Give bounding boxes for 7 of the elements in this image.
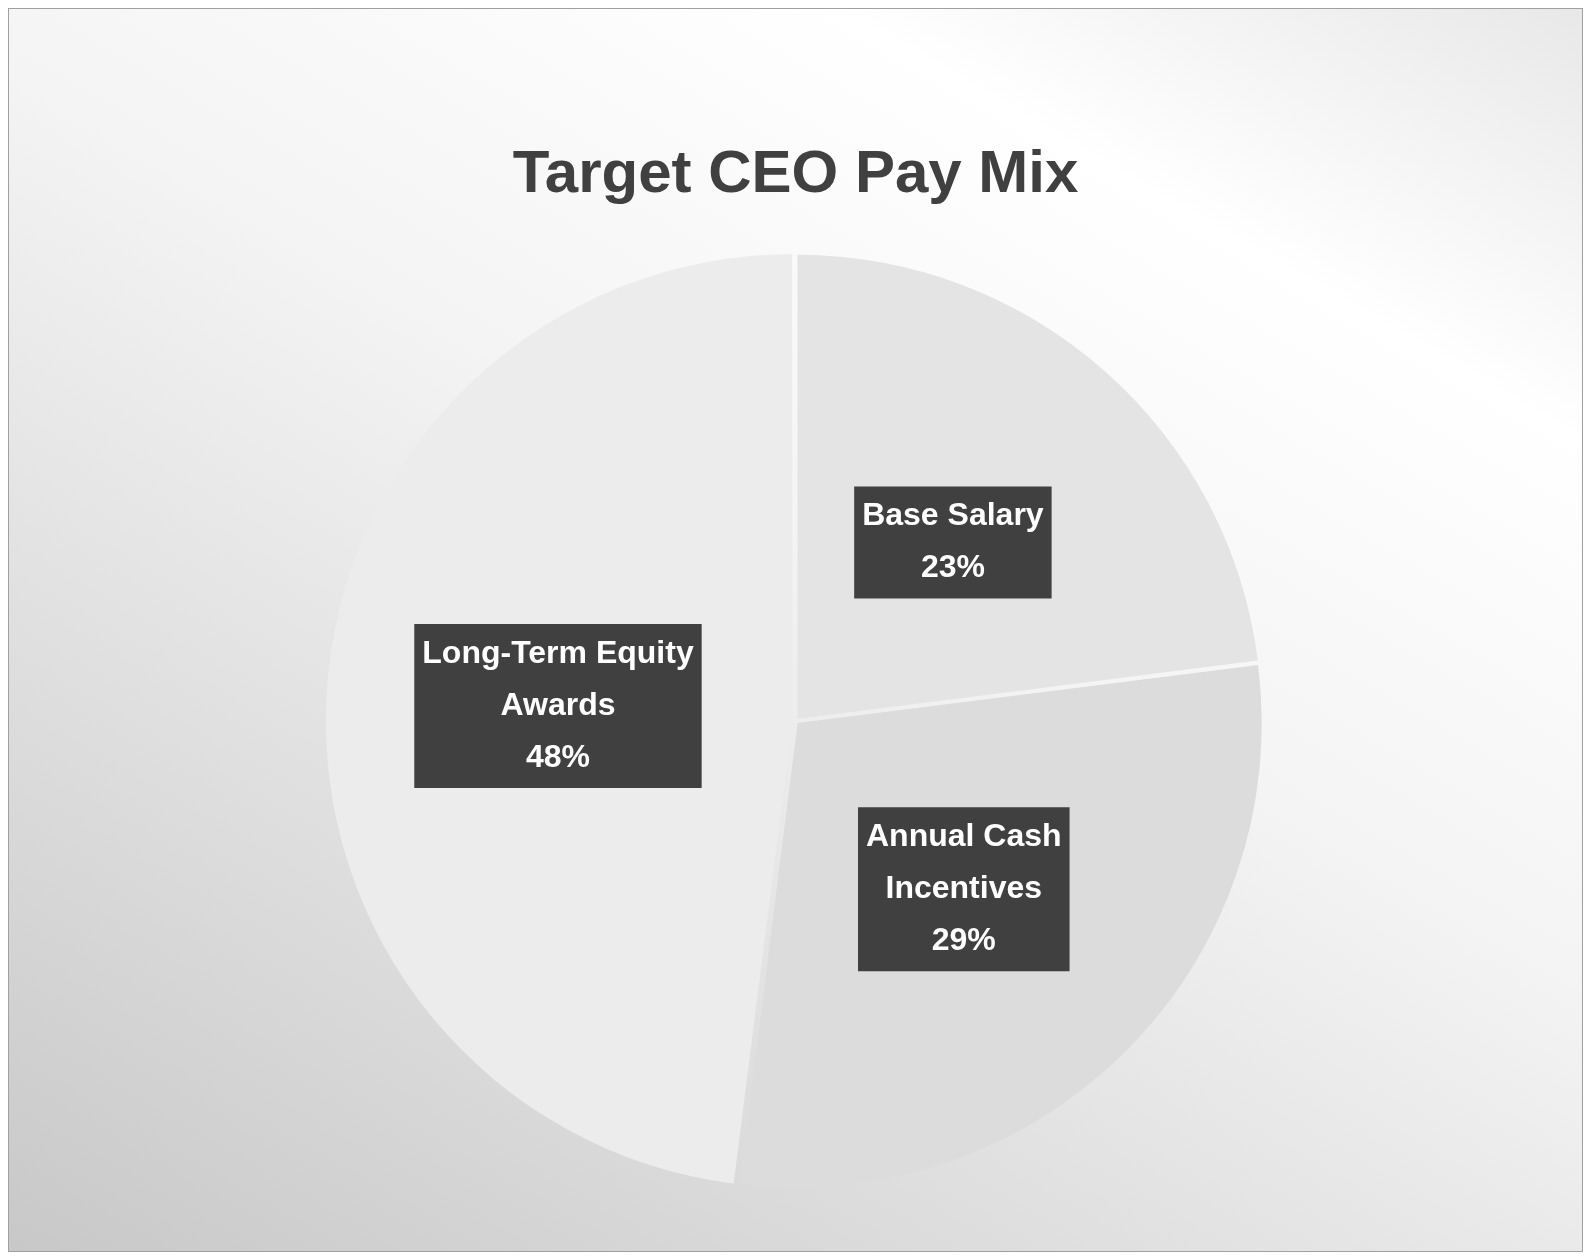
slice-label: Long-Term Equity Awards <box>422 633 694 722</box>
slice-label: Annual Cash Incentives <box>866 817 1062 906</box>
data-label: 29% <box>931 921 996 958</box>
chart-title: Target CEO Pay Mix <box>512 137 1079 205</box>
data-label: 48% <box>525 737 590 774</box>
data-label: 23% <box>920 548 985 585</box>
slice-label: Base Salary <box>862 496 1044 533</box>
